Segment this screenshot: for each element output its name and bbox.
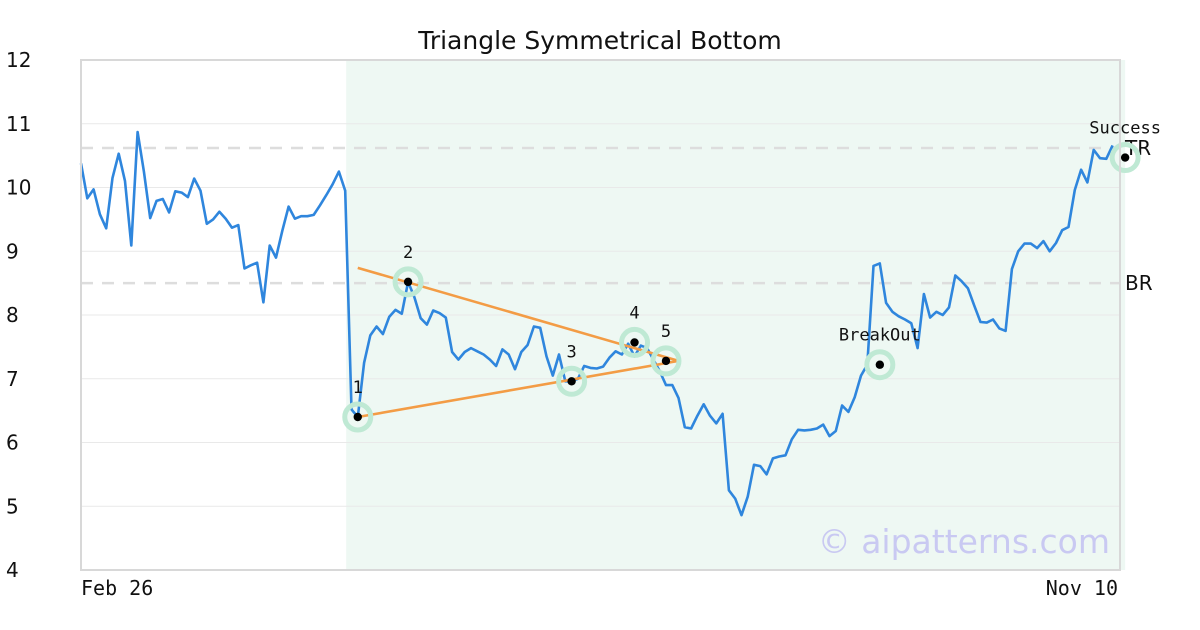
- pivot-label-breakout: BreakOut: [839, 326, 921, 346]
- x-tick-start: Feb 26: [81, 576, 153, 600]
- pivot-halo-2: [392, 266, 424, 298]
- pivot-label-5: 5: [661, 322, 671, 342]
- pivot-halo-1: [342, 401, 374, 433]
- pivot-halo-breakout: [864, 349, 896, 381]
- pivot-label-4: 4: [629, 303, 639, 323]
- pivot-dot-3: [567, 377, 576, 386]
- marker-layer: 1 2 3 4 5 BreakOut Success: [342, 119, 1161, 433]
- pivot-halo-3: [556, 365, 588, 397]
- y-tick-label: 6: [6, 431, 19, 455]
- pivot-dot-success: [1120, 153, 1130, 162]
- y-tick-label: 8: [6, 303, 19, 327]
- pivot-halo-4: [619, 326, 651, 358]
- y-tick-label: 12: [6, 48, 31, 72]
- pivot-dot-breakout: [875, 360, 885, 369]
- pivot-dot-5: [661, 356, 671, 366]
- price-line: [79, 130, 1114, 517]
- level-label-br: BR: [1125, 271, 1153, 295]
- chart-title: Triangle Symmetrical Bottom: [417, 26, 782, 55]
- pivot-dot-4: [630, 338, 639, 347]
- pivot-label-success: Success: [1089, 119, 1161, 139]
- y-tick-label: 4: [6, 558, 19, 582]
- y-tick-label: 10: [6, 176, 31, 200]
- pivot-label-1: 1: [353, 378, 363, 398]
- pivot-halo-success: [1109, 142, 1141, 174]
- plot-frame: [80, 59, 1121, 571]
- y-tick-label: 9: [6, 239, 19, 263]
- y-tick-label: 5: [6, 494, 19, 518]
- pivot-halo-5: [650, 345, 682, 377]
- y-tick-label: 11: [6, 112, 31, 136]
- series-layer: [79, 130, 1114, 517]
- grid-layer: [81, 123, 1120, 507]
- pivot-dot-1: [353, 412, 362, 422]
- pivot-label-3: 3: [566, 342, 576, 362]
- y-tick-label: 7: [6, 367, 19, 391]
- pivot-dot-2: [403, 277, 413, 287]
- y-axis-ticks: 4 5 6 7 8 9 10 11 12: [6, 48, 31, 582]
- x-tick-end: Nov 10: [1046, 576, 1118, 600]
- triangle-trendline-1: [357, 359, 679, 419]
- pivot-label-2: 2: [403, 243, 413, 263]
- watermark: © aipatterns.com: [818, 522, 1110, 561]
